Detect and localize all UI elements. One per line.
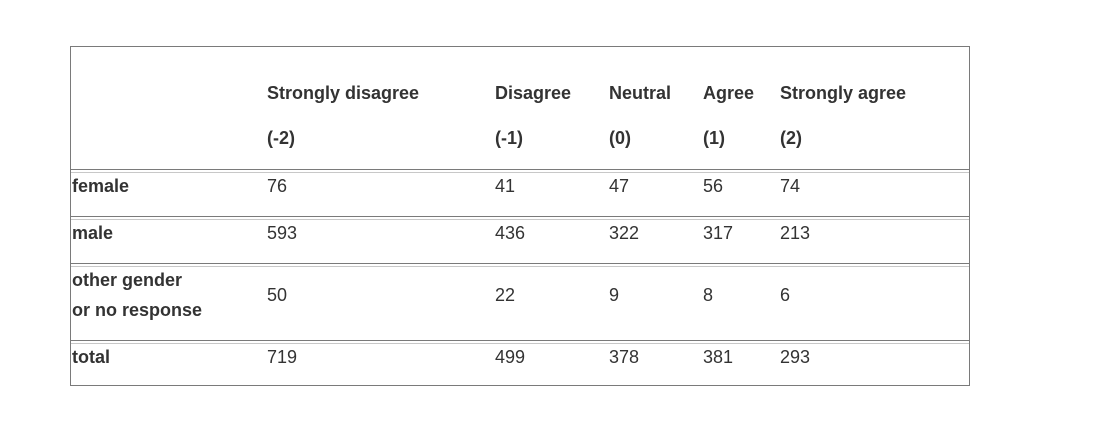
col-header-agree: Agree: [703, 83, 755, 103]
col-code-neutral: (0): [609, 128, 631, 148]
row-label-other-line1: other gender: [72, 270, 183, 290]
table-cell: 322: [609, 223, 640, 243]
table-cell: 41: [495, 176, 516, 196]
col-header-neutral: Neutral: [609, 83, 672, 103]
table-row: total 719 499 378 381 293: [71, 340, 969, 385]
col-header-strongly-disagree: Strongly disagree: [267, 83, 420, 103]
table-cell: 719: [267, 347, 298, 367]
table-cell: 50: [267, 285, 288, 305]
table-cell: 317: [703, 223, 734, 243]
header-row: Strongly disagree (-2) Disagree (-1) Neu…: [71, 47, 969, 169]
table-cell: 499: [495, 347, 526, 367]
table-cell: 8: [703, 285, 714, 305]
row-label-female: female: [72, 176, 130, 196]
table-cell: 6: [780, 285, 791, 305]
row-label-male: male: [72, 223, 114, 243]
table-cell: 47: [609, 176, 630, 196]
table-cell: 436: [495, 223, 526, 243]
table-cell: 293: [780, 347, 811, 367]
col-header-strongly-agree: Strongly agree: [780, 83, 907, 103]
col-code-disagree: (-1): [495, 128, 523, 148]
table-cell: 56: [703, 176, 724, 196]
col-code-strongly-disagree: (-2): [267, 128, 295, 148]
table-row: other gender or no response 50 22 9 8 6: [71, 263, 969, 340]
row-label-total: total: [72, 347, 110, 367]
table-cell: 9: [609, 285, 620, 305]
table-cell: 76: [267, 176, 288, 196]
table-cell: 381: [703, 347, 734, 367]
table-row: male 593 436 322 317 213: [71, 216, 969, 263]
table-cell: 378: [609, 347, 640, 367]
table-cell: 74: [780, 176, 801, 196]
table-cell: 593: [267, 223, 298, 243]
col-code-agree: (1): [703, 128, 725, 148]
row-label-other-line2: or no response: [72, 300, 203, 320]
survey-table: Strongly disagree (-2) Disagree (-1) Neu…: [70, 46, 970, 386]
col-header-disagree: Disagree: [495, 83, 572, 103]
table-cell: 213: [780, 223, 811, 243]
table-row: female 76 41 47 56 74: [71, 169, 969, 216]
col-code-strongly-agree: (2): [780, 128, 802, 148]
table-cell: 22: [495, 285, 516, 305]
